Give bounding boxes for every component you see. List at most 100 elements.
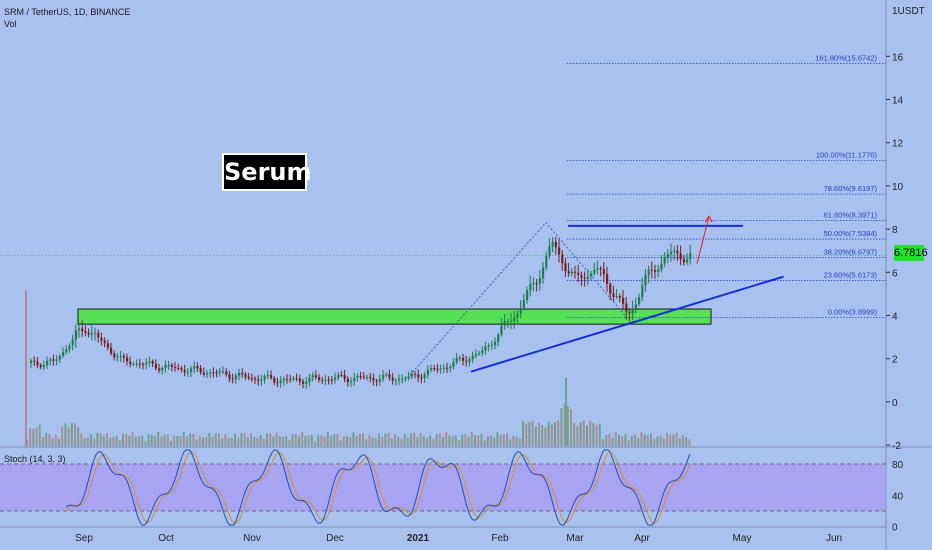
candle-body <box>321 380 324 382</box>
candle-body <box>436 368 439 370</box>
candle-body <box>282 378 285 381</box>
volume-bar <box>80 433 83 446</box>
volume-bar <box>128 435 131 446</box>
price-unit-label[interactable]: 1USDT <box>892 6 925 17</box>
time-tick-label: Nov <box>243 533 261 544</box>
volume-bar <box>90 434 92 446</box>
candle-body <box>183 369 186 373</box>
candle-body <box>426 369 429 375</box>
candle-body <box>337 374 340 378</box>
candle-body <box>206 373 209 375</box>
volume-bar <box>525 423 528 446</box>
stoch-k-line <box>65 449 691 526</box>
volume-bar <box>646 435 649 446</box>
volume-bar <box>330 435 332 446</box>
candle-body <box>522 300 525 309</box>
volume-bar <box>554 421 556 446</box>
candle-body <box>257 379 260 381</box>
volume-bar <box>512 435 515 446</box>
candle-body <box>625 303 628 312</box>
volume-bar <box>403 434 406 446</box>
candle-body <box>78 328 81 331</box>
candle-body <box>103 340 106 344</box>
candle-body <box>356 375 359 378</box>
candle-body <box>484 346 487 351</box>
volume-bar <box>352 432 355 446</box>
volume-bar <box>195 439 198 446</box>
candle-body <box>148 361 151 363</box>
volume-bar <box>179 436 182 446</box>
volume-bar <box>394 433 396 446</box>
volume-bar <box>480 434 483 446</box>
time-tick-label: Sep <box>75 533 93 544</box>
volume-bar <box>333 434 336 446</box>
volume-bar <box>237 437 240 446</box>
symbol-title[interactable]: SRM / TetherUS, 1D, BINANCE <box>4 7 131 17</box>
volume-bar <box>227 438 230 446</box>
volume-bar <box>400 438 403 446</box>
candle-body <box>222 371 225 373</box>
candle-body <box>388 374 391 378</box>
volume-bar <box>381 436 384 446</box>
volume-bar <box>515 436 518 446</box>
volume-bar <box>678 438 681 446</box>
candle-body <box>532 283 535 285</box>
candle-body <box>135 363 138 365</box>
candle-body <box>212 372 215 374</box>
volume-bar <box>35 427 38 446</box>
time-tick-label: Jun <box>826 533 842 544</box>
candle-body <box>449 366 452 369</box>
candle-body <box>161 368 164 371</box>
volume-bar <box>362 433 364 446</box>
candle-body <box>570 271 573 274</box>
volume-bar <box>563 403 566 446</box>
candle-body <box>164 365 167 369</box>
candle-body <box>369 377 372 379</box>
candle-body <box>583 277 586 279</box>
volume-bar <box>426 437 428 446</box>
candle-body <box>110 347 113 354</box>
candle-body <box>334 377 337 380</box>
candle-body <box>180 368 183 370</box>
volume-bar <box>214 433 217 446</box>
candle-body <box>119 355 122 357</box>
projection-arrowhead <box>704 215 713 223</box>
candle-body <box>394 380 397 382</box>
volume-bars <box>25 290 691 446</box>
candle-body <box>122 355 125 358</box>
candle-body <box>375 380 378 382</box>
candle-body <box>526 290 529 301</box>
volume-bar <box>538 422 540 446</box>
candle-body <box>330 379 333 381</box>
candle-body <box>458 357 461 359</box>
candle-body <box>478 352 481 355</box>
candle-body <box>378 378 381 382</box>
volume-bar <box>550 424 553 446</box>
candle-body <box>558 247 561 255</box>
volume-bar <box>483 440 486 446</box>
volume-bar <box>342 436 345 446</box>
stoch-band <box>0 464 886 511</box>
candle-body <box>622 297 625 304</box>
candle-body <box>298 378 301 382</box>
volume-bar <box>166 434 169 446</box>
fib-level-label: 50.00%(7.5384) <box>824 229 878 238</box>
candle-body <box>100 337 103 341</box>
volume-bar <box>662 438 665 446</box>
time-tick-label: 2021 <box>407 533 430 544</box>
candle-body <box>279 380 282 383</box>
candle-body <box>106 343 109 348</box>
volume-bar <box>384 433 387 446</box>
candle-body <box>519 308 522 314</box>
stoch-label[interactable]: Stoch (14, 3, 3) <box>4 454 66 464</box>
volume-bar <box>493 437 496 446</box>
volume-bar <box>605 435 608 446</box>
volume-bar <box>83 438 86 446</box>
time-tick-label: Apr <box>634 533 650 544</box>
price-tick-label: 8 <box>892 225 898 236</box>
volume-bar <box>602 439 604 446</box>
volume-bar <box>374 437 377 446</box>
stoch-tick-label: 0 <box>892 523 898 534</box>
volume-label: Vol <box>4 19 17 29</box>
